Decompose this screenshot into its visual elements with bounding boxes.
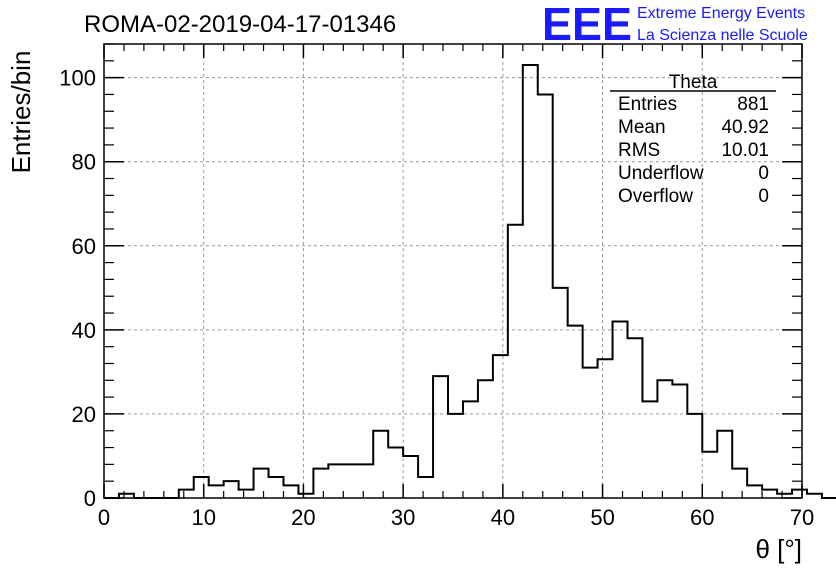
y-tick-label: 60 [72, 234, 96, 259]
stats-value-rms: 10.01 [721, 140, 769, 161]
stats-value-underflow: 0 [758, 163, 769, 184]
x-tick-label: 20 [291, 505, 315, 530]
x-tick-label: 0 [98, 505, 110, 530]
x-axis-title: θ [°] [755, 534, 802, 564]
logo-line-1: Extreme Energy Events [637, 5, 805, 22]
x-tick-labels: 0 10 20 30 40 50 60 70 [98, 505, 814, 530]
stats-label-entries: Entries [618, 94, 677, 115]
stats-label-rms: RMS [618, 140, 660, 161]
stats-value-entries: 881 [737, 94, 769, 115]
stats-box: Theta Entries 881 Mean 40.92 RMS 10.01 U… [610, 72, 776, 207]
stats-value-overflow: 0 [758, 186, 769, 207]
stats-label-mean: Mean [618, 117, 666, 138]
x-tick-label: 60 [690, 505, 714, 530]
histogram-line [104, 64, 836, 499]
y-tick-label: 100 [59, 66, 96, 91]
y-tick-label: 40 [72, 318, 96, 343]
x-tick-label: 30 [391, 505, 415, 530]
y-tick-label: 0 [84, 486, 96, 511]
stats-value-mean: 40.92 [721, 117, 769, 138]
x-tick-label: 50 [590, 505, 614, 530]
x-tick-label: 70 [790, 505, 814, 530]
x-tick-label: 40 [491, 505, 515, 530]
logo-letters: EEE [542, 0, 632, 50]
grid-lines [104, 44, 802, 498]
y-tick-label: 80 [72, 150, 96, 175]
stats-label-overflow: Overflow [618, 186, 693, 207]
chart-title: ROMA-02-2019-04-17-01346 [84, 11, 396, 38]
plot-frame [103, 43, 803, 499]
y-tick-label: 20 [72, 402, 96, 427]
logo-line-2: La Scienza nelle Scuole [637, 27, 808, 44]
y-axis-title: Entries/bin [6, 51, 36, 174]
x-tick-label: 10 [191, 505, 215, 530]
axis-ticks [103, 43, 803, 499]
y-tick-labels: 0 20 40 60 80 100 [59, 66, 96, 511]
stats-box-title: Theta [669, 72, 718, 93]
eee-logo: EEE Extreme Energy Events La Scienza nel… [542, 0, 808, 50]
stats-label-underflow: Underflow [618, 163, 704, 184]
